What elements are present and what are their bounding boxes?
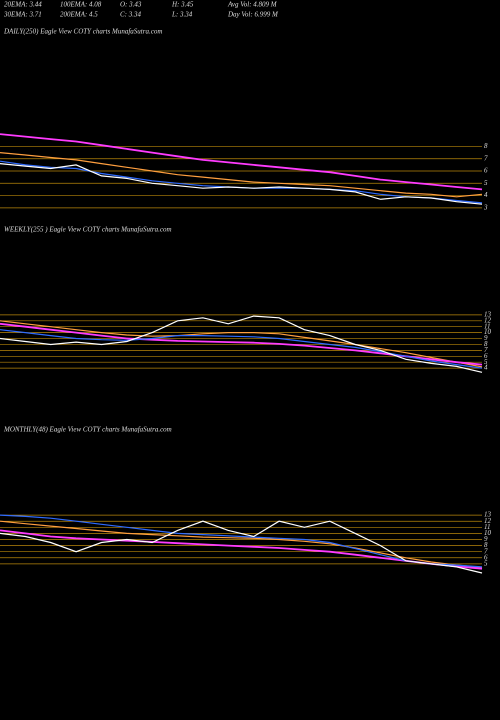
price-line — [0, 520, 483, 569]
y-tick-label: 13 — [484, 310, 492, 318]
price-line — [0, 320, 483, 368]
y-tick-label: 4 — [484, 364, 488, 372]
price-line — [0, 329, 483, 369]
panel-title: DAILY(250) Eagle View COTY charts Munafa… — [3, 28, 162, 36]
y-tick-label: 13 — [484, 511, 492, 519]
price-line — [0, 514, 483, 568]
price-line — [0, 520, 483, 574]
panel-title: WEEKLY(255 ) Eagle View COTY charts Muna… — [4, 226, 172, 234]
y-tick-label: 5 — [484, 559, 488, 567]
y-tick-label: 5 — [484, 358, 488, 366]
y-tick-label: 12 — [484, 517, 492, 525]
y-tick-label: 10 — [484, 328, 492, 336]
header-stat: Day Vol: 6.999 M — [227, 11, 279, 19]
y-tick-label: 11 — [484, 523, 490, 531]
y-tick-label: 6 — [484, 167, 488, 175]
y-tick-label: 11 — [484, 322, 490, 330]
y-tick-label: 12 — [484, 316, 492, 324]
price-line — [0, 133, 483, 191]
y-tick-label: 4 — [484, 191, 488, 199]
y-tick-label: 3 — [483, 203, 488, 211]
header-stat: 20EMA: 3.44 — [4, 1, 42, 9]
header-stat: 100EMA: 4.08 — [60, 1, 102, 9]
y-tick-label: 7 — [484, 154, 488, 162]
header-stat: C: 3.34 — [120, 11, 142, 19]
y-tick-label: 8 — [484, 142, 488, 150]
header-stat: O: 3.43 — [120, 1, 142, 9]
y-tick-label: 8 — [484, 541, 488, 549]
header-stat: H: 3.45 — [171, 1, 194, 9]
price-line — [0, 163, 483, 205]
y-tick-label: 10 — [484, 529, 492, 537]
y-tick-label: 6 — [484, 553, 488, 561]
y-tick-label: 7 — [484, 346, 488, 354]
header-stat: 200EMA: 4.5 — [60, 11, 98, 19]
y-tick-label: 6 — [484, 352, 488, 360]
y-tick-label: 9 — [484, 535, 488, 543]
header-stat: Avg Vol: 4.809 M — [227, 1, 278, 9]
header-stat: 30EMA: 3.71 — [3, 11, 42, 19]
price-line — [0, 315, 483, 373]
y-tick-label: 7 — [484, 547, 488, 555]
panel-title: MONTHLY(48) Eagle View COTY charts Munaf… — [3, 426, 172, 434]
y-tick-label: 9 — [484, 334, 488, 342]
y-tick-label: 8 — [484, 340, 488, 348]
y-tick-label: 5 — [484, 179, 488, 187]
price-line — [0, 152, 483, 198]
header-stat: L: 3.34 — [171, 11, 193, 19]
